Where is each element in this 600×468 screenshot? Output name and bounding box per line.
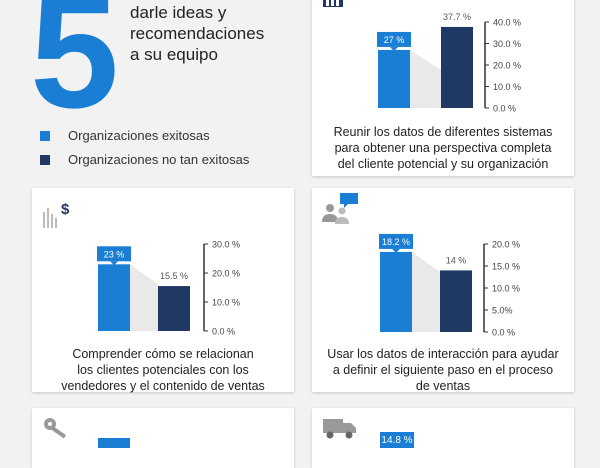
caption-line: del cliente potencial y su organización (337, 157, 549, 171)
bar-less-successful (158, 286, 190, 331)
bar-shadow (410, 49, 441, 108)
legend-label: Organizaciones exitosas (68, 128, 210, 143)
value-label: 18.2 % (382, 237, 410, 247)
value-label: 27 % (384, 35, 405, 45)
y-tick-label: 30.0 % (493, 39, 521, 49)
value-callout (97, 246, 131, 262)
truck-icon (323, 419, 356, 439)
bar-chart (98, 438, 130, 448)
legend-swatch (40, 155, 50, 165)
bar-successful (380, 251, 412, 332)
value-callout (377, 31, 411, 47)
stat-card: $ 23 % 15.5 % 30.0 % 20.0 % 10.0 % 0.0 % Comp… (32, 188, 294, 394)
hero-heading-line: darle ideas y (130, 3, 227, 22)
key-icon (44, 418, 67, 439)
caption-line: Usar los datos de interacción para ayuda… (327, 347, 559, 361)
caption-line: vendedores y el contenido de ventas (61, 379, 265, 393)
value-label: 15.5 % (160, 271, 188, 281)
y-tick-label: 20.0 % (493, 61, 521, 71)
bar-chart: 23 % 15.5 % 30.0 % 20.0 % 10.0 % 0.0 % (97, 240, 240, 337)
callout-pointer (392, 248, 400, 253)
caption-line: para obtener una perspectiva completa (334, 141, 552, 155)
legend-item-less-successful: Organizaciones no tan exitosas (40, 152, 249, 167)
y-tick-label: 10.0 % (212, 298, 240, 308)
y-tick-label: 0.0 % (492, 328, 515, 338)
stat-card: 27 % 37.7 % 40.0 % 30.0 % 20.0 % 10.0 % 0.0 % … (312, 0, 574, 176)
card-caption: Comprender cómo se relacionan los client… (32, 346, 294, 394)
bar-successful (378, 49, 410, 108)
y-tick-label: 5.0% (492, 306, 513, 316)
bar-shadow (130, 264, 158, 331)
hero-heading: darle ideas y recomendaciones a su equip… (130, 2, 264, 65)
bar-less-successful (441, 26, 473, 108)
money-chart-icon: $ (43, 201, 70, 228)
hero-heading-line: recomendaciones (130, 24, 265, 43)
bar-chart: 27 % 37.7 % 40.0 % 30.0 % 20.0 % 10.0 % 0.0 % (377, 12, 521, 114)
hero-heading-line: a su equipo (130, 45, 218, 64)
stat-card (32, 408, 294, 468)
caption-line: los clientes potenciales con los (77, 363, 249, 377)
bar-chart: 14.8 % (380, 432, 414, 448)
y-tick-label: 0.0 % (212, 327, 235, 337)
legend-swatch (40, 131, 50, 141)
stat-card: 18.2 % 14 % 20.0 % 15.0 % 10.0 % 5.0% 0.0 % Us… (312, 188, 574, 394)
callout-pointer (390, 46, 398, 51)
bar-successful (98, 438, 130, 448)
legend-label: Organizaciones no tan exitosas (68, 152, 250, 167)
value-label: 14 % (446, 255, 467, 265)
y-tick-label: 20.0 % (492, 240, 520, 250)
caption-line: Comprender cómo se relacionan (72, 347, 254, 361)
y-tick-label: 30.0 % (212, 240, 240, 250)
y-tick-label: 0.0 % (493, 104, 516, 114)
value-callout (379, 233, 413, 249)
svg-text:$: $ (61, 201, 70, 218)
value-label: 23 % (104, 249, 125, 259)
y-tick-label: 20.0 % (212, 269, 240, 279)
caption-line: Reunir los datos de diferentes sistemas (333, 125, 553, 139)
y-tick-label: 10.0 % (493, 82, 521, 92)
y-tick-label: 15.0 % (492, 262, 520, 272)
bar-less-successful (440, 270, 472, 332)
bar-chart: 18.2 % 14 % 20.0 % 15.0 % 10.0 % 5.0% 0.0 % (379, 233, 520, 338)
value-label: 37.7 % (443, 12, 471, 22)
bar-shadow (412, 251, 440, 332)
stat-card: 14.8 % (312, 408, 574, 468)
bar-chart-icon (323, 0, 343, 7)
card-caption: Usar los datos de interacción para ayuda… (312, 346, 574, 394)
caption-line: de ventas (415, 379, 471, 393)
y-tick-label: 40.0 % (493, 18, 521, 28)
y-tick-label: 10.0 % (492, 284, 520, 294)
hero-number: 5 (30, 0, 119, 141)
caption-line: a definir el siguiente paso en el proces… (332, 363, 554, 377)
bar-successful (98, 264, 130, 331)
card-caption: Reunir los datos de diferentes sistemas … (312, 124, 574, 172)
people-chat-icon (322, 193, 358, 224)
legend-item-successful: Organizaciones exitosas (40, 128, 210, 143)
callout-pointer (110, 261, 118, 266)
